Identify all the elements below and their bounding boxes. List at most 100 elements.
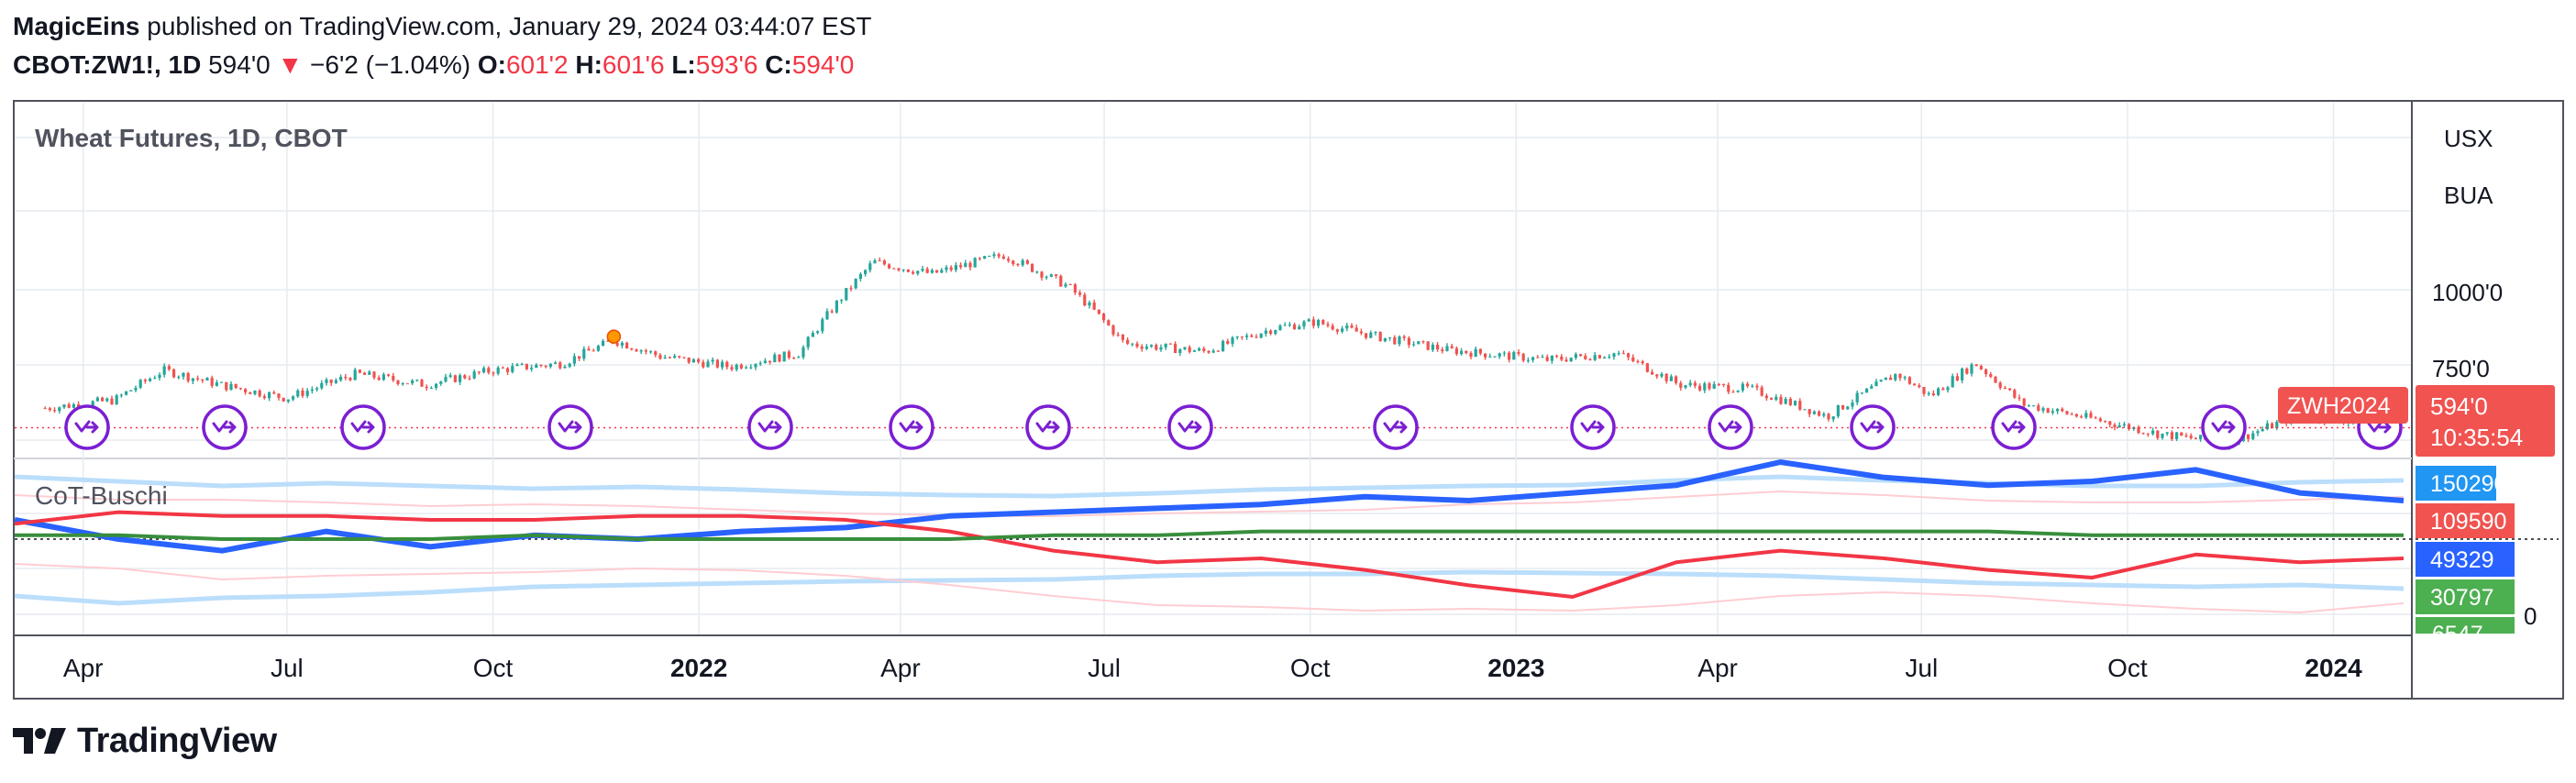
candle-body bbox=[1507, 352, 1511, 360]
candle-body bbox=[1316, 319, 1321, 326]
candle-body bbox=[1311, 319, 1315, 326]
candle-body bbox=[715, 359, 719, 368]
symbol-label[interactable]: CBOT:ZW1!, 1D bbox=[13, 50, 202, 79]
event-marker-icon[interactable] bbox=[889, 404, 934, 450]
event-marker-icon[interactable] bbox=[747, 404, 793, 450]
event-marker-icon[interactable] bbox=[1850, 404, 1896, 450]
event-marker-icon[interactable] bbox=[64, 404, 110, 450]
indicator-pane[interactable] bbox=[14, 459, 2559, 614]
candle-body bbox=[1283, 325, 1287, 326]
event-marker-icon[interactable] bbox=[340, 404, 386, 450]
candle-body bbox=[539, 364, 543, 366]
candle-body bbox=[1307, 319, 1310, 322]
candle-body bbox=[835, 301, 838, 313]
time-tick-label: Apr bbox=[1697, 654, 1738, 682]
candle-body bbox=[262, 396, 266, 399]
event-marker-icon[interactable] bbox=[1373, 404, 1419, 450]
candle-body bbox=[1922, 387, 1926, 394]
candle-body bbox=[873, 260, 877, 264]
price-pane[interactable] bbox=[15, 251, 2411, 450]
candle-body bbox=[291, 396, 295, 400]
candle-body bbox=[215, 382, 218, 386]
candle-body bbox=[596, 346, 600, 351]
candle-body bbox=[2003, 387, 2007, 389]
currency-button[interactable]: USX bbox=[2444, 125, 2493, 152]
candle-body bbox=[129, 390, 133, 392]
chart-title: Wheat Futures, 1D, CBOT bbox=[35, 124, 348, 152]
candle-body bbox=[1965, 369, 1969, 374]
candle-body bbox=[2165, 432, 2169, 434]
candle-body bbox=[496, 367, 500, 374]
candle-body bbox=[91, 401, 94, 406]
candle-body bbox=[1183, 347, 1187, 349]
unit-label[interactable]: BUA bbox=[2444, 182, 2493, 209]
candle-body bbox=[100, 397, 105, 402]
candle-body bbox=[2265, 423, 2269, 430]
tradingview-logo[interactable]: TradingView bbox=[13, 721, 277, 761]
candle-body bbox=[138, 380, 142, 388]
alert-marker-icon[interactable] bbox=[606, 329, 622, 344]
candle-body bbox=[945, 267, 948, 270]
event-marker-icon[interactable] bbox=[1708, 404, 1753, 450]
currency-label[interactable]: USX bbox=[2444, 125, 2493, 152]
candle-body bbox=[1092, 302, 1096, 310]
candle-body bbox=[282, 397, 285, 402]
candle-body bbox=[1884, 377, 1887, 380]
candle-body bbox=[1478, 348, 1482, 354]
candle-body bbox=[2037, 405, 2040, 411]
candle-body bbox=[544, 365, 547, 367]
event-marker-icon[interactable] bbox=[1991, 404, 2037, 450]
event-marker-icon[interactable] bbox=[1570, 404, 1616, 450]
event-marker-icon[interactable] bbox=[1167, 404, 1213, 450]
candle-body bbox=[1226, 340, 1230, 344]
candle-body bbox=[1545, 357, 1549, 361]
event-marker-icon[interactable] bbox=[202, 404, 248, 450]
candle-body bbox=[372, 371, 376, 378]
candle-body bbox=[625, 342, 629, 349]
candle-body bbox=[1660, 373, 1664, 377]
candle-body bbox=[1879, 380, 1883, 382]
candle-body bbox=[191, 378, 194, 381]
unit-button[interactable]: BUA bbox=[2444, 182, 2493, 209]
candle-body bbox=[858, 273, 862, 280]
lower-band-line bbox=[14, 569, 2405, 606]
candle-body bbox=[1021, 259, 1024, 266]
publisher-name[interactable]: MagicEins bbox=[13, 12, 140, 40]
candle-body bbox=[988, 256, 991, 258]
time-tick-label: 2022 bbox=[670, 654, 727, 682]
candle-body bbox=[1407, 337, 1410, 346]
candle-body bbox=[553, 362, 558, 364]
candle-body bbox=[1803, 409, 1807, 411]
candle-body bbox=[1984, 369, 1988, 375]
candle-body bbox=[582, 348, 586, 359]
candle-body bbox=[1541, 357, 1544, 358]
candle-body bbox=[754, 364, 757, 368]
candle-body bbox=[654, 351, 658, 356]
candle-body bbox=[887, 264, 891, 269]
event-marker-icon[interactable] bbox=[1025, 404, 1071, 450]
time-axis[interactable]: Apr Jul Oct 2022 Apr Jul Oct 2023 Apr Jul Oct 2024 bbox=[63, 654, 2362, 682]
candle-body bbox=[1679, 382, 1683, 388]
candle-body bbox=[358, 369, 361, 373]
candle-body bbox=[2251, 433, 2255, 439]
candle-body bbox=[1197, 348, 1201, 351]
candle-body bbox=[310, 389, 314, 392]
candle-body bbox=[811, 333, 814, 337]
candle-body bbox=[778, 354, 781, 362]
event-marker-icon[interactable] bbox=[2201, 404, 2247, 450]
candle-body bbox=[1240, 336, 1244, 338]
candle-body bbox=[2150, 430, 2155, 435]
candle-body bbox=[2156, 430, 2160, 438]
indicator-series-line bbox=[14, 510, 2405, 599]
event-marker-icon[interactable] bbox=[547, 404, 593, 450]
indicator-badge bbox=[2416, 579, 2515, 614]
candle-body bbox=[243, 389, 248, 392]
candle-body bbox=[1474, 348, 1477, 358]
indicator-value: 30797 bbox=[2430, 585, 2494, 611]
candle-body bbox=[205, 378, 209, 380]
candle-body bbox=[1636, 360, 1640, 362]
candle-body bbox=[1855, 392, 1859, 403]
candle-body bbox=[2103, 421, 2107, 423]
candle-body bbox=[1621, 353, 1625, 355]
